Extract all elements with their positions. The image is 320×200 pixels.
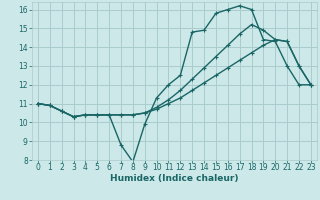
X-axis label: Humidex (Indice chaleur): Humidex (Indice chaleur) [110,174,239,183]
